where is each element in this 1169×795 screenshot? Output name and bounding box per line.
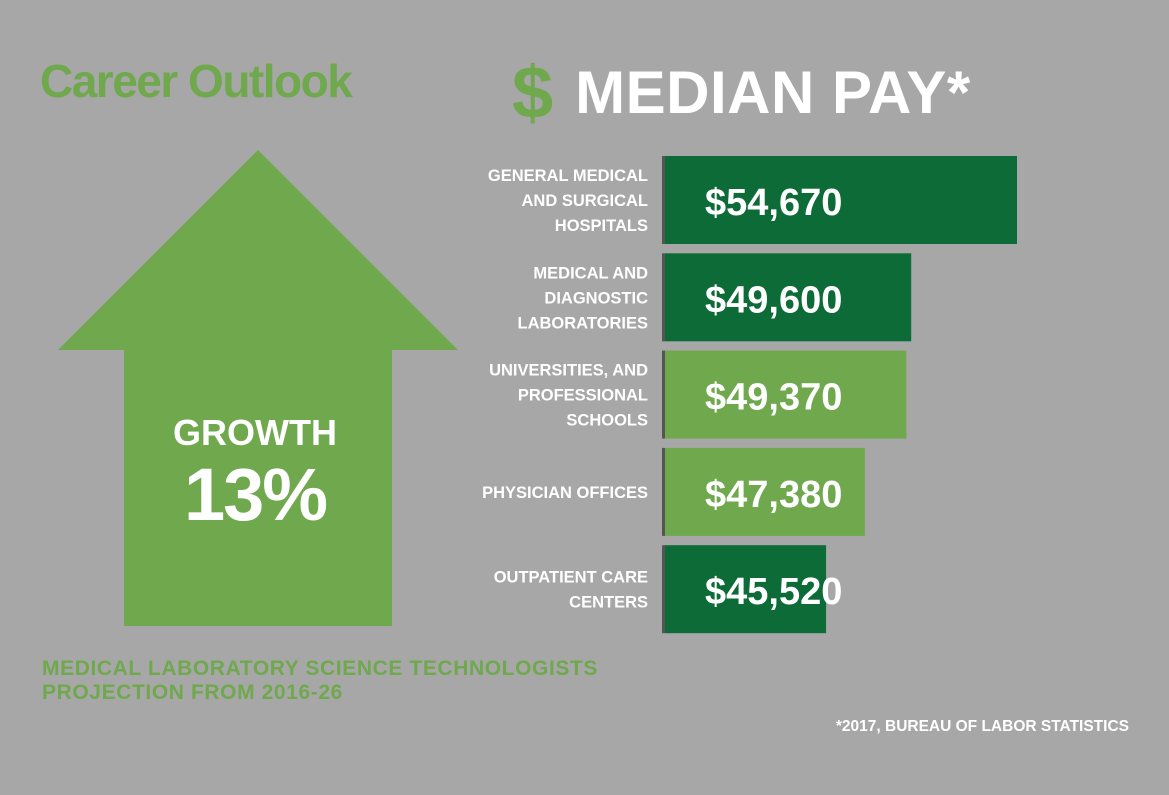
bar-edge — [662, 350, 665, 439]
bar-category-label: GENERAL MEDICAL AND SURGICAL HOSPITALS — [488, 167, 648, 235]
bar-value-label: $54,670 — [705, 182, 842, 224]
median-pay-title: MEDIAN PAY* — [575, 59, 971, 126]
bar — [665, 350, 907, 439]
bar-edge — [662, 156, 665, 244]
bar-value-label: $49,370 — [705, 377, 842, 419]
median-pay-header: $ MEDIAN PAY* — [512, 56, 971, 130]
bar-edge — [662, 447, 665, 536]
bar-value-label: $45,520 — [705, 571, 842, 613]
career-outlook-title: Career Outlook — [40, 55, 353, 107]
bar-category-label: OUTPATIENT CARE CENTERS — [494, 569, 648, 612]
growth-arrow-icon — [58, 150, 458, 626]
bar-category-label: PHYSICIAN OFFICES — [482, 484, 648, 502]
projection-line-2: PROJECTION FROM 2016-26 — [42, 680, 343, 704]
bar-edge — [662, 545, 665, 634]
growth-value: 13% — [183, 453, 328, 536]
bar — [665, 253, 912, 342]
projection-line-1: MEDICAL LABORATORY SCIENCE TECHNOLOGISTS — [42, 657, 599, 680]
projection-caption: MEDICAL LABORATORY SCIENCE TECHNOLOGISTS… — [42, 657, 598, 704]
bar-category-label: MEDICAL AND DIAGNOSTIC LABORATORIES — [518, 264, 649, 332]
source-note: *2017, BUREAU OF LABOR STATISTICS — [835, 718, 1129, 735]
bar — [665, 447, 865, 536]
bar-edge — [662, 253, 665, 342]
bar-value-label: $49,600 — [705, 279, 842, 321]
bar-category-label: UNIVERSITIES, AND PROFESSIONAL SCHOOLS — [489, 362, 648, 430]
growth-label: GROWTH — [173, 412, 337, 453]
dollar-icon: $ — [512, 51, 554, 134]
bar-value-label: $47,380 — [705, 474, 842, 516]
bar — [665, 545, 827, 634]
bar — [665, 156, 1017, 244]
